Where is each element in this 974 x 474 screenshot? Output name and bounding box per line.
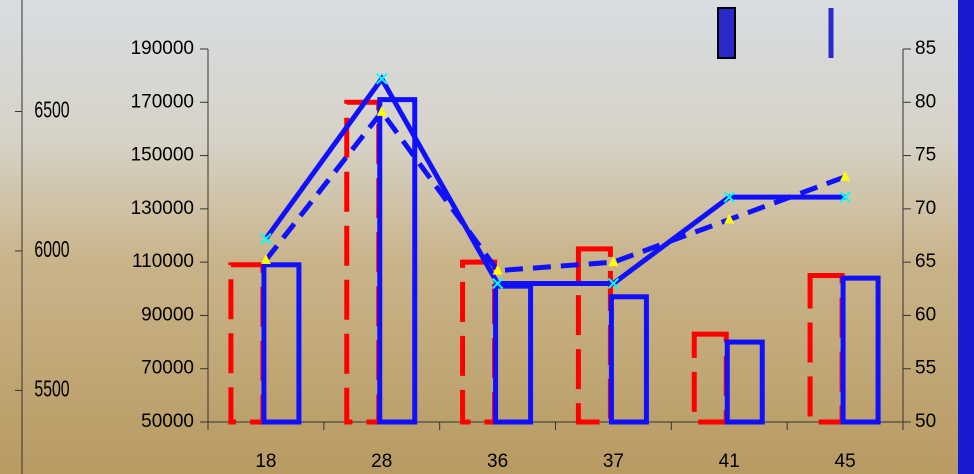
x-tick-label: 45 <box>835 451 856 472</box>
marker <box>492 264 503 275</box>
marker <box>839 191 851 203</box>
y2-tick-label: 55 <box>915 358 936 379</box>
x-tick-label: 37 <box>603 451 624 472</box>
bar <box>608 294 649 425</box>
marker <box>376 105 387 116</box>
marker <box>260 232 272 245</box>
frame-edge <box>958 0 974 474</box>
y3-tick-label: 6000 <box>34 237 69 263</box>
y2-tick-label: 50 <box>915 411 936 432</box>
bar <box>377 97 418 425</box>
x-tick-label: 28 <box>371 451 392 472</box>
y2-tick-label: 80 <box>915 91 936 112</box>
plot: 50000 70000 90000 110000 130000 150000 170000 1… <box>15 0 936 474</box>
y3-tick-label: 6500 <box>34 98 69 124</box>
y2-tick-label: 60 <box>915 304 936 325</box>
x-tick-label: 41 <box>719 451 740 472</box>
y3-tick-label: 5500 <box>34 377 69 403</box>
y2-tick-label: 75 <box>915 145 936 166</box>
marker <box>376 73 388 85</box>
line <box>263 107 846 274</box>
marker <box>491 277 504 290</box>
y2-tick-label: 85 <box>915 38 936 59</box>
marker <box>607 277 620 290</box>
y-tick-label: 50000 <box>141 411 194 432</box>
bar <box>493 283 534 425</box>
y-tick-label: 150000 <box>131 145 194 166</box>
marker <box>260 254 271 265</box>
bar <box>261 262 302 425</box>
marker <box>608 256 619 267</box>
y-tick-label: 170000 <box>131 91 194 112</box>
marker <box>724 213 735 224</box>
y2-tick-label: 70 <box>915 198 936 219</box>
y2-tick-label: 65 <box>915 251 936 272</box>
bar <box>807 272 845 425</box>
y-tick-label: 130000 <box>131 198 194 219</box>
y-tick-label: 190000 <box>131 38 194 59</box>
y-tick-label: 110000 <box>132 251 194 272</box>
x-tick-label: 18 <box>255 451 276 472</box>
legend-swatch <box>717 7 736 59</box>
marker <box>840 170 851 181</box>
y-tick-label: 70000 <box>141 358 194 379</box>
y-tick-label: 90000 <box>141 304 194 325</box>
bar <box>724 339 765 425</box>
x-tick-label: 36 <box>487 451 508 472</box>
marker <box>723 191 735 203</box>
line <box>263 74 846 286</box>
bar <box>840 275 881 425</box>
